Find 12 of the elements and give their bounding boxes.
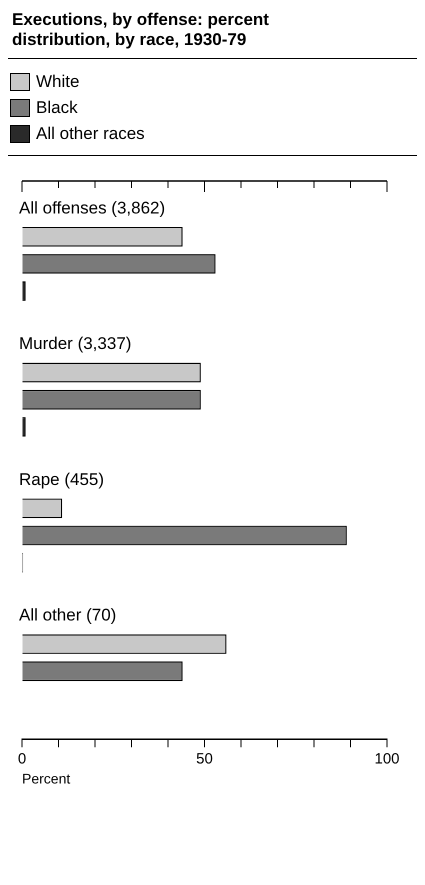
- y-tick-label: Rape (455): [19, 470, 104, 489]
- x-tick-label: 50: [196, 750, 213, 768]
- legend-label: All other races: [36, 124, 145, 144]
- legend-label: Black: [36, 98, 78, 118]
- legend-label: White: [36, 72, 80, 92]
- x-tick-label: 0: [18, 750, 26, 768]
- y-tick-label: All offenses (3,862): [19, 198, 166, 218]
- chart-title: Executions, by offense: percent distribution, by race, 1930-79: [12, 10, 270, 50]
- y-tick-label: Murder (3,337): [19, 334, 132, 354]
- x-axis-title: Percent: [22, 770, 70, 786]
- y-tick-label: All other (70): [19, 606, 116, 625]
- x-tick-label: 100: [374, 750, 400, 768]
